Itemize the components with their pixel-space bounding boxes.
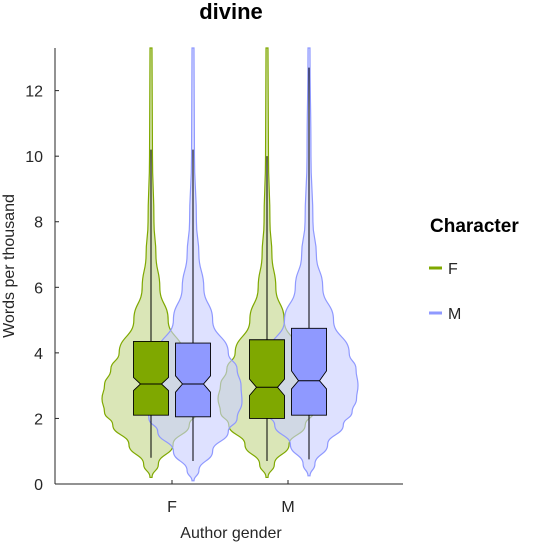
y-tick-label: 12 [25, 84, 43, 101]
chart-title: divine [199, 0, 263, 24]
plot-area [101, 47, 359, 482]
legend-title: Character [430, 216, 519, 237]
x-axis-label: Author gender [180, 525, 282, 542]
y-tick-label: 10 [25, 149, 43, 166]
y-tick-label: 4 [34, 346, 43, 363]
y-tick-label: 6 [34, 280, 43, 297]
box-m-char-m-author [291, 327, 327, 416]
legend: Character F M [429, 216, 519, 323]
box-f-char-f-author [133, 340, 169, 416]
y-tick-label: 2 [34, 411, 43, 428]
x-tick-label-f: F [167, 499, 177, 516]
y-axis-label: Words per thousand [1, 194, 18, 338]
y-tick-label: 0 [34, 477, 43, 494]
axes: 0 2 4 6 8 10 12 F M [25, 48, 403, 516]
legend-label-m: M [448, 306, 461, 323]
y-tick-label: 8 [34, 215, 43, 232]
x-tick-label-m: M [281, 499, 294, 516]
legend-label-f: F [448, 261, 458, 278]
box-m-char-f-author [175, 342, 211, 418]
box-f-char-m-author [249, 339, 285, 419]
